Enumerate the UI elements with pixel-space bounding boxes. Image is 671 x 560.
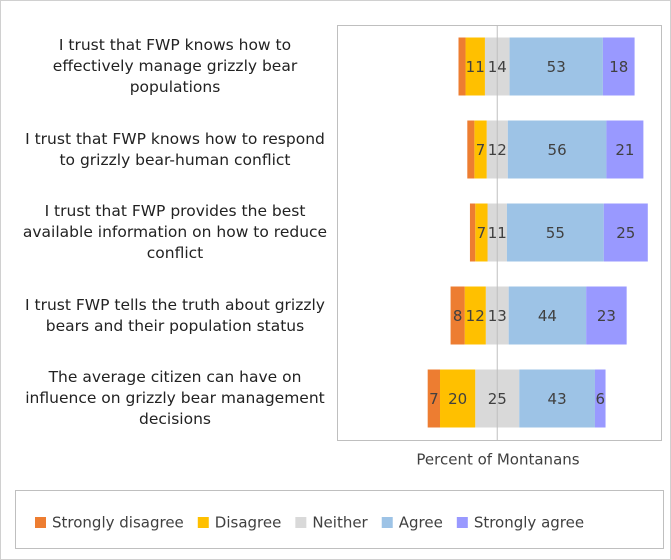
data-label: 23 [597, 307, 616, 325]
data-label: 44 [538, 307, 557, 325]
legend-swatch [35, 517, 46, 528]
data-label: 21 [615, 141, 634, 159]
bar-segment [606, 120, 644, 179]
legend-label: Neither [312, 514, 368, 532]
bar-segment [427, 369, 441, 428]
bar-segment [519, 369, 595, 428]
bar-segment [440, 369, 476, 428]
data-label: 55 [546, 224, 565, 242]
legend-box [15, 490, 664, 549]
legend-swatch [381, 517, 393, 528]
bar-segment [458, 37, 466, 96]
x-axis-label: Percent of Montanans [416, 451, 579, 469]
bar-segment [450, 286, 465, 345]
legend-label: Strongly agree [474, 514, 584, 532]
bar-segment [586, 286, 627, 345]
legend-label: Disagree [215, 514, 282, 532]
legend-swatch [456, 517, 468, 528]
bar-segment [469, 203, 476, 262]
data-label: 8 [453, 307, 463, 325]
data-label: 11 [466, 58, 485, 76]
legend-swatch [295, 517, 307, 528]
data-label: 43 [548, 390, 567, 408]
bar-segment [506, 203, 604, 262]
bar-segment [508, 286, 587, 345]
bar-segment [474, 120, 487, 179]
legend-label: Strongly disagree [52, 514, 184, 532]
data-label: 7 [477, 224, 487, 242]
data-label: 7 [429, 390, 439, 408]
legend-swatch [197, 517, 209, 528]
data-label: 20 [448, 390, 467, 408]
category-label: I trust FWP tells the truth about grizzl… [25, 295, 325, 335]
category-label: I trust that FWP knows how to effectivel… [52, 36, 298, 96]
bar-segment [603, 203, 648, 262]
legend-label: Agree [399, 514, 443, 532]
data-label: 18 [609, 58, 628, 76]
bar-segment [475, 203, 488, 262]
category-label: I trust that FWP provides the best avail… [22, 202, 328, 262]
bar-segment [467, 120, 475, 179]
data-label: 7 [476, 141, 486, 159]
data-label: 56 [548, 141, 567, 159]
data-label: 53 [547, 58, 566, 76]
bar-segment [465, 37, 485, 96]
data-label: 6 [595, 390, 605, 408]
bar-segment [602, 37, 635, 96]
category-label: I trust that FWP knows how to respond to… [25, 129, 325, 169]
plot-border [337, 25, 662, 441]
data-label: 25 [616, 224, 635, 242]
data-label: 12 [466, 307, 485, 325]
category-label: The average citizen can have on influenc… [25, 368, 325, 428]
bar-segment [594, 369, 606, 428]
bar-segment [507, 120, 607, 179]
bar-segment [509, 37, 603, 96]
bar-segment [464, 286, 486, 345]
